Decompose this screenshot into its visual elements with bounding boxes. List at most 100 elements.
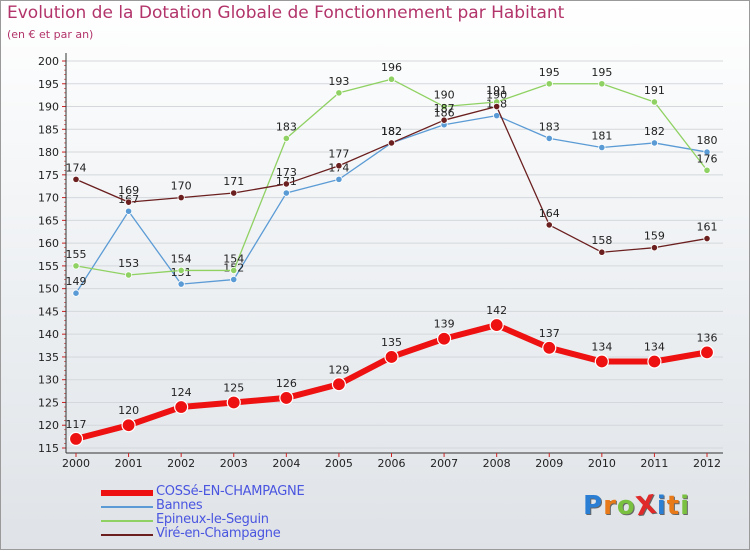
data-point bbox=[335, 89, 343, 97]
data-point bbox=[230, 189, 238, 197]
data-point bbox=[68, 431, 84, 446]
chart-subtitle: (en € et par an) bbox=[7, 28, 94, 41]
data-point bbox=[703, 234, 711, 243]
data-point bbox=[703, 166, 711, 174]
data-point bbox=[72, 262, 80, 270]
data-point bbox=[493, 102, 501, 111]
y-tick-label: 175 bbox=[38, 169, 59, 182]
data-point bbox=[124, 207, 133, 215]
data-label: 155 bbox=[66, 248, 87, 261]
data-point bbox=[282, 189, 290, 197]
data-point bbox=[279, 390, 294, 406]
data-label: 158 bbox=[591, 234, 612, 247]
data-label: 117 bbox=[66, 418, 87, 431]
data-point bbox=[489, 317, 504, 333]
data-label: 190 bbox=[434, 89, 455, 102]
data-label: 129 bbox=[328, 363, 349, 376]
data-point bbox=[72, 289, 80, 297]
y-tick-label: 130 bbox=[38, 374, 59, 387]
legend-label: Epineux-le-Seguin bbox=[156, 512, 269, 527]
data-point bbox=[282, 180, 290, 188]
legend-label: Bannes bbox=[156, 498, 203, 513]
x-tick-label: 2006 bbox=[378, 457, 406, 470]
data-point bbox=[124, 198, 133, 206]
data-label: 182 bbox=[381, 125, 402, 138]
data-label: 193 bbox=[328, 75, 349, 88]
data-point bbox=[331, 377, 347, 392]
data-point bbox=[440, 116, 448, 124]
data-label: 180 bbox=[697, 134, 718, 147]
data-point bbox=[598, 248, 606, 256]
data-point bbox=[124, 271, 133, 279]
data-point bbox=[282, 134, 290, 142]
data-label: 135 bbox=[381, 336, 402, 349]
data-label: 149 bbox=[66, 275, 87, 288]
data-point bbox=[384, 349, 399, 365]
data-label: 190 bbox=[486, 89, 507, 102]
chart-title: Evolution de la Dotation Globale de Fonc… bbox=[7, 3, 565, 23]
data-label: 195 bbox=[539, 66, 560, 79]
data-label: 120 bbox=[118, 404, 139, 417]
data-label: 196 bbox=[381, 61, 402, 74]
x-tick-label: 2001 bbox=[115, 457, 143, 470]
x-tick-label: 2004 bbox=[272, 457, 300, 470]
data-point bbox=[650, 139, 659, 147]
x-tick-label: 2007 bbox=[430, 457, 458, 470]
x-tick-label: 2000 bbox=[62, 457, 90, 470]
data-label: 181 bbox=[591, 130, 612, 143]
data-label: 153 bbox=[118, 257, 139, 270]
data-label: 134 bbox=[644, 340, 665, 353]
legend-label: Viré-en-Champagne bbox=[156, 526, 281, 541]
data-label: 136 bbox=[697, 331, 718, 344]
legend-swatch bbox=[101, 490, 153, 496]
data-label: 183 bbox=[276, 120, 297, 133]
data-point bbox=[545, 134, 553, 142]
legend-swatch bbox=[101, 520, 153, 522]
data-label: 182 bbox=[381, 125, 402, 138]
x-tick-label: 2012 bbox=[693, 457, 721, 470]
x-tick-label: 2008 bbox=[483, 457, 511, 470]
data-label: 139 bbox=[434, 318, 455, 331]
y-tick-label: 140 bbox=[38, 328, 59, 341]
data-label: 195 bbox=[591, 66, 612, 79]
data-point bbox=[703, 148, 711, 156]
data-label: 169 bbox=[118, 184, 139, 197]
data-point bbox=[598, 80, 606, 88]
data-point bbox=[177, 266, 185, 275]
y-tick-label: 145 bbox=[38, 305, 59, 318]
data-point bbox=[436, 331, 452, 346]
data-point bbox=[174, 399, 189, 415]
data-point bbox=[699, 345, 715, 360]
data-point bbox=[542, 340, 557, 355]
legend-swatch bbox=[101, 534, 153, 536]
data-point bbox=[594, 354, 609, 369]
data-label: 134 bbox=[591, 340, 612, 353]
data-label: 186 bbox=[434, 107, 455, 120]
data-label: 161 bbox=[697, 221, 718, 234]
data-point bbox=[72, 175, 80, 183]
proxiti-logo: ProXiti bbox=[583, 489, 691, 523]
y-tick-label: 200 bbox=[38, 55, 59, 68]
data-point bbox=[230, 275, 238, 284]
data-point bbox=[230, 266, 238, 275]
data-point bbox=[335, 175, 343, 183]
y-tick-label: 180 bbox=[38, 146, 59, 159]
data-label: 164 bbox=[539, 207, 560, 220]
legend-swatch bbox=[101, 506, 153, 508]
y-tick-label: 135 bbox=[38, 351, 59, 364]
x-tick-label: 2003 bbox=[220, 457, 248, 470]
x-tick-label: 2010 bbox=[588, 457, 616, 470]
data-point bbox=[650, 98, 659, 106]
data-point bbox=[121, 418, 136, 433]
data-point bbox=[598, 143, 606, 152]
x-tick-label: 2009 bbox=[535, 457, 563, 470]
y-tick-label: 115 bbox=[38, 442, 59, 455]
data-label: 187 bbox=[434, 102, 455, 115]
y-tick-label: 155 bbox=[38, 260, 59, 273]
data-label: 173 bbox=[276, 166, 297, 179]
x-tick-label: 2005 bbox=[325, 457, 353, 470]
data-point bbox=[545, 80, 553, 88]
data-label: 126 bbox=[276, 377, 297, 390]
data-label: 171 bbox=[223, 175, 244, 188]
